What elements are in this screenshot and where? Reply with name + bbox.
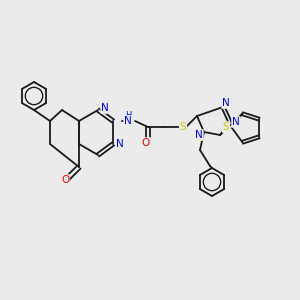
Text: N: N bbox=[222, 98, 230, 108]
Text: N: N bbox=[124, 116, 132, 126]
Text: S: S bbox=[180, 122, 186, 132]
Text: N: N bbox=[195, 130, 203, 140]
Text: S: S bbox=[223, 122, 229, 132]
Text: N: N bbox=[101, 103, 109, 113]
Text: N: N bbox=[116, 139, 124, 149]
Text: O: O bbox=[61, 175, 69, 185]
Text: H: H bbox=[125, 112, 131, 121]
Text: O: O bbox=[142, 138, 150, 148]
Text: N: N bbox=[232, 117, 240, 127]
